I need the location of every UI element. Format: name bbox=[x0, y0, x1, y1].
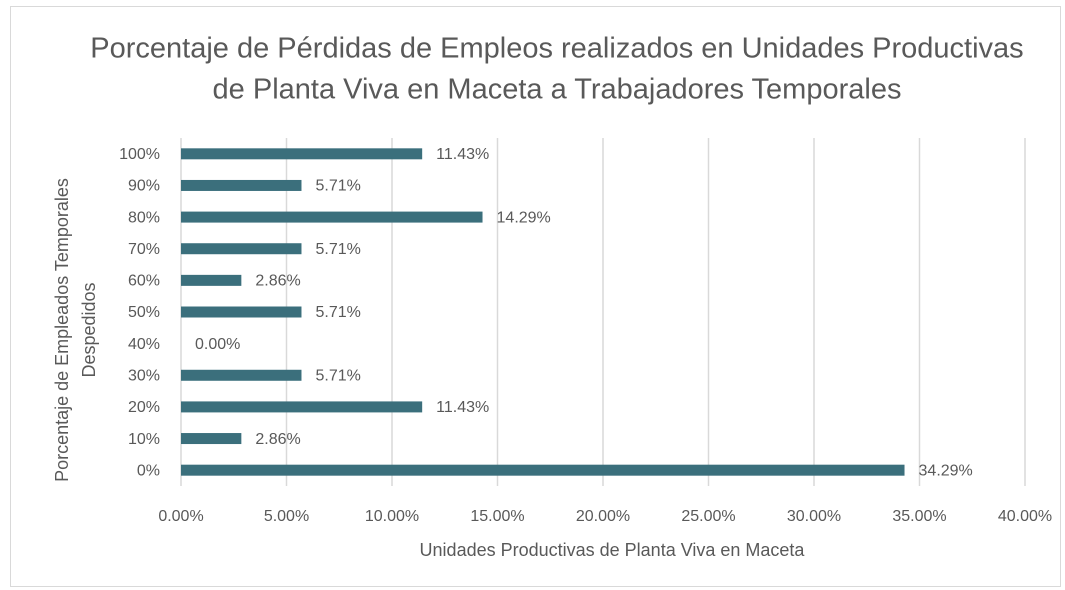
value-label: 11.43% bbox=[436, 146, 489, 163]
chart-title: de Planta Viva en Maceta a Trabajadores … bbox=[213, 74, 902, 106]
x-tick-label: 20.00% bbox=[576, 508, 630, 525]
bar bbox=[181, 179, 302, 191]
y-tick-label: 80% bbox=[128, 209, 160, 226]
y-tick-label: 100% bbox=[119, 146, 160, 163]
x-tick-label: 0.00% bbox=[158, 508, 203, 525]
y-tick-label: 60% bbox=[128, 273, 160, 290]
value-label: 34.29% bbox=[919, 462, 973, 479]
x-tick-label: 40.00% bbox=[998, 508, 1052, 525]
y-tick-label: 10% bbox=[128, 431, 160, 448]
y-tick-label: 70% bbox=[128, 241, 160, 258]
bar bbox=[181, 148, 423, 160]
bar bbox=[181, 243, 302, 255]
x-tick-label: 25.00% bbox=[681, 508, 735, 525]
value-label: 11.43% bbox=[436, 399, 489, 416]
x-tick-label: 15.00% bbox=[470, 508, 524, 525]
value-label: 5.71% bbox=[315, 241, 360, 258]
y-tick-label: 0% bbox=[137, 462, 160, 479]
y-tick-label: 30% bbox=[128, 367, 160, 384]
y-axis-title: Despedidos bbox=[79, 282, 99, 377]
value-label: 5.71% bbox=[315, 178, 360, 195]
bar bbox=[181, 211, 483, 223]
x-axis-title: Unidades Productivas de Planta Viva en M… bbox=[420, 540, 806, 560]
y-tick-label: 50% bbox=[128, 304, 160, 321]
chart-frame bbox=[10, 6, 1061, 587]
value-label: 14.29% bbox=[497, 209, 551, 226]
y-axis-title: Porcentaje de Empleados Temporales bbox=[52, 178, 72, 482]
y-tick-label: 90% bbox=[128, 178, 160, 195]
x-tick-label: 10.00% bbox=[365, 508, 419, 525]
bar bbox=[181, 274, 242, 286]
value-label: 5.71% bbox=[315, 304, 360, 321]
value-label: 0.00% bbox=[195, 336, 240, 353]
x-tick-label: 30.00% bbox=[787, 508, 841, 525]
y-tick-label: 40% bbox=[128, 336, 160, 353]
value-label: 5.71% bbox=[315, 367, 360, 384]
bar bbox=[181, 433, 242, 445]
x-tick-label: 5.00% bbox=[264, 508, 309, 525]
value-label: 2.86% bbox=[255, 273, 300, 290]
value-label: 2.86% bbox=[255, 431, 300, 448]
y-tick-label: 20% bbox=[128, 399, 160, 416]
bar bbox=[181, 401, 423, 413]
x-tick-label: 35.00% bbox=[892, 508, 946, 525]
bar bbox=[181, 464, 905, 476]
chart-title: Porcentaje de Pérdidas de Empleos realiz… bbox=[90, 33, 1023, 65]
bar bbox=[181, 306, 302, 318]
bar bbox=[181, 369, 302, 381]
